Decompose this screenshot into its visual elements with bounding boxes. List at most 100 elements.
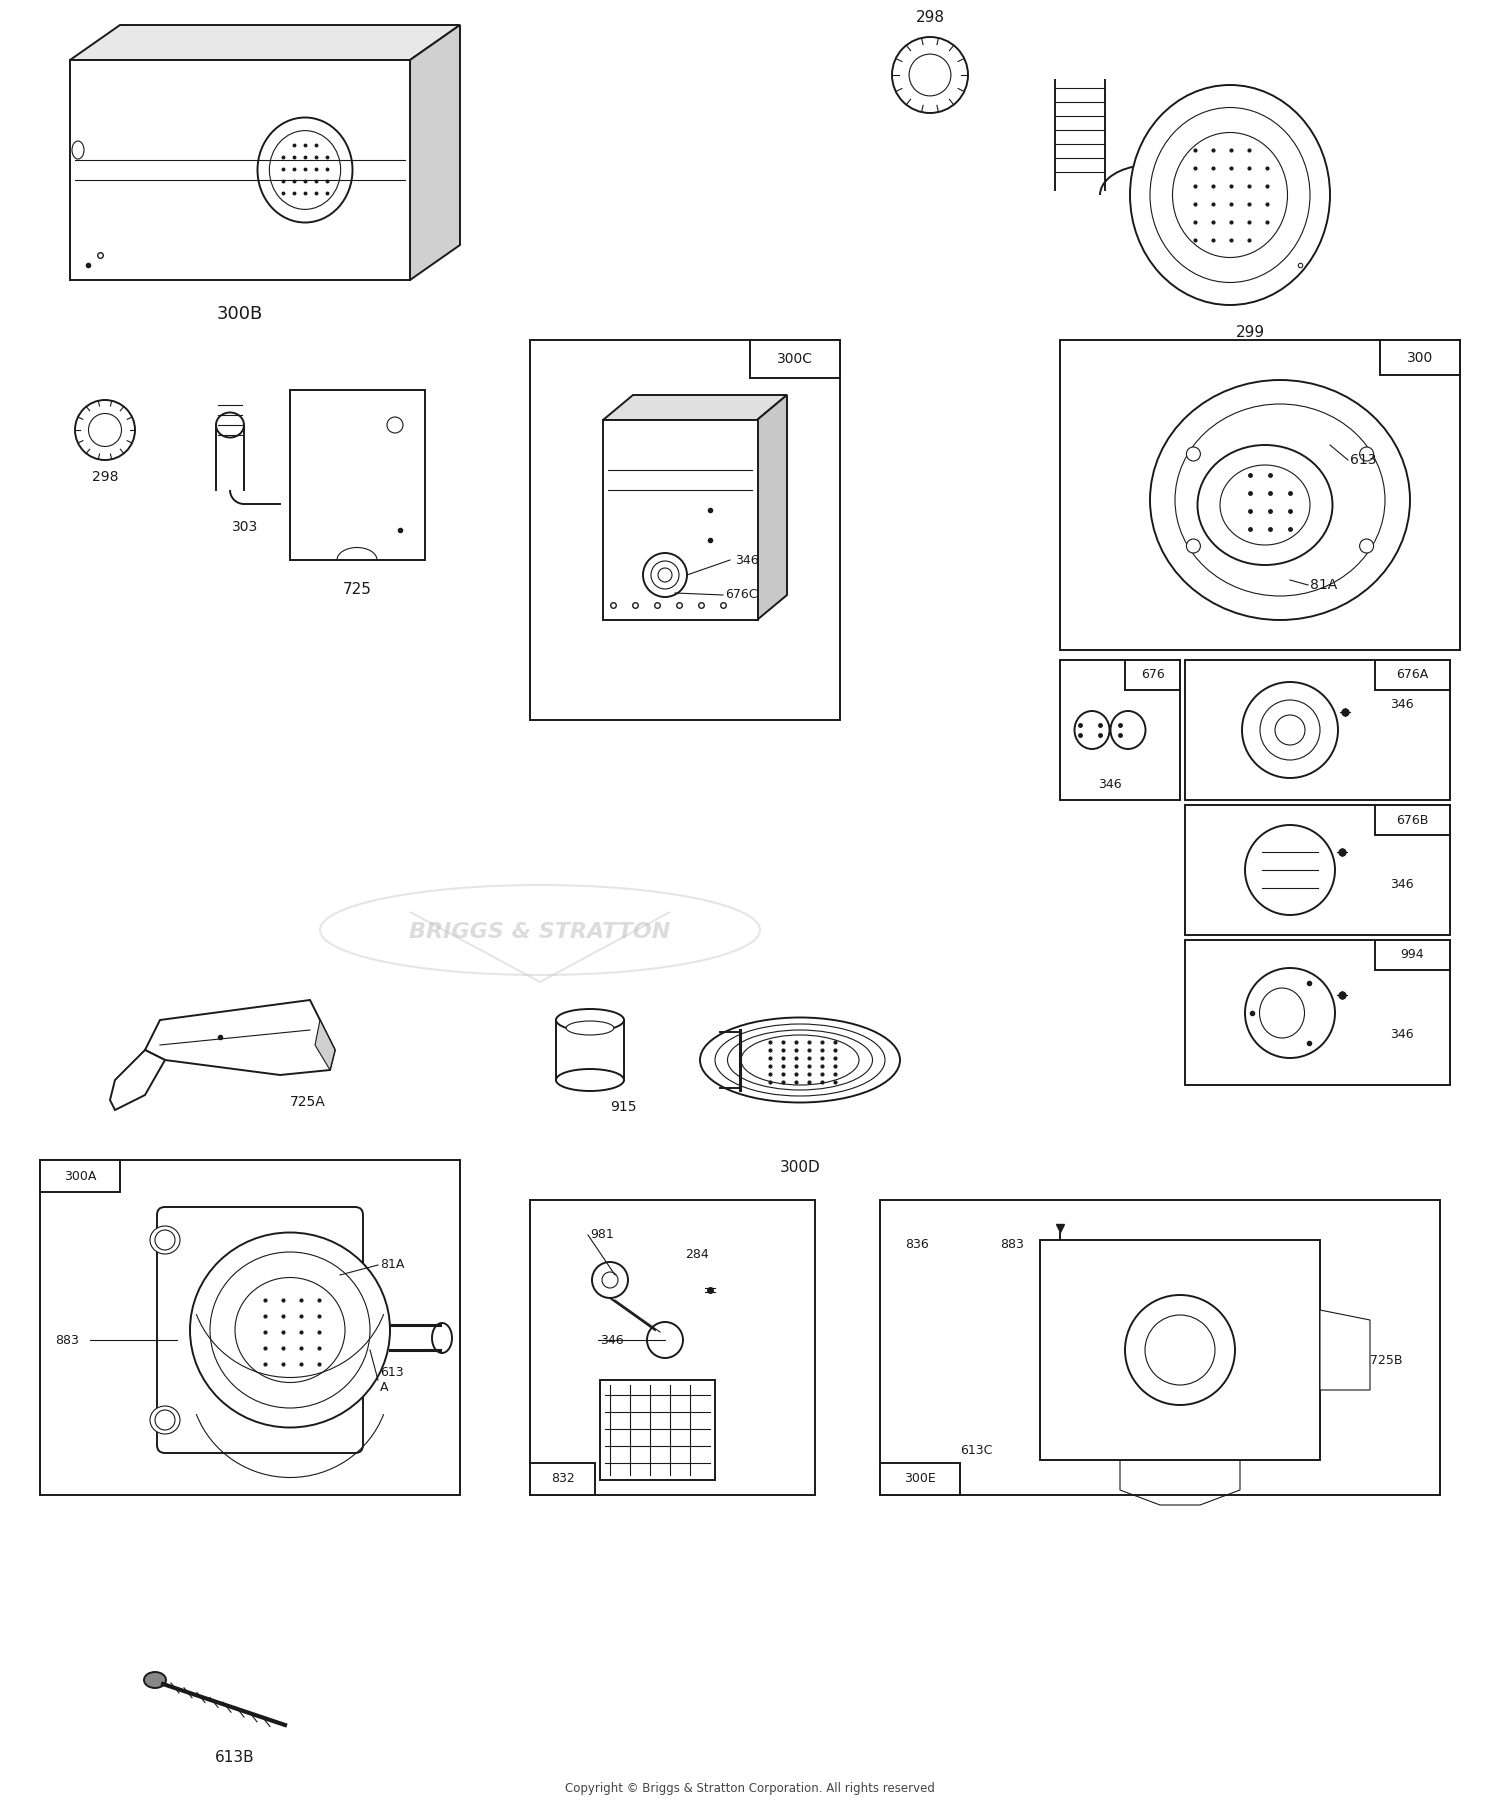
Text: 725B: 725B — [1370, 1354, 1402, 1366]
Ellipse shape — [258, 118, 352, 223]
Circle shape — [892, 36, 968, 112]
Bar — [1376, 805, 1450, 835]
Ellipse shape — [741, 1035, 860, 1085]
Ellipse shape — [1074, 710, 1110, 748]
Circle shape — [592, 1261, 628, 1297]
Bar — [1376, 660, 1450, 690]
Text: 725: 725 — [342, 582, 372, 596]
Polygon shape — [1320, 1310, 1370, 1390]
Bar — [530, 1462, 596, 1495]
Ellipse shape — [728, 1029, 873, 1091]
Text: 676A: 676A — [1396, 669, 1428, 681]
Text: 676B: 676B — [1396, 814, 1428, 826]
Polygon shape — [146, 1000, 334, 1075]
Ellipse shape — [144, 1672, 166, 1689]
Bar — [1185, 805, 1450, 935]
Text: 300C: 300C — [777, 352, 813, 366]
Polygon shape — [315, 1020, 334, 1071]
Bar — [1060, 341, 1460, 651]
Bar — [530, 1200, 815, 1495]
Text: 613C: 613C — [960, 1444, 993, 1457]
Circle shape — [1359, 448, 1374, 460]
Text: 300D: 300D — [780, 1160, 820, 1174]
Bar — [880, 1200, 1440, 1495]
Circle shape — [1186, 538, 1200, 553]
Text: 981: 981 — [590, 1229, 613, 1241]
Text: 613B: 613B — [214, 1750, 255, 1765]
Circle shape — [75, 400, 135, 460]
Bar — [750, 341, 840, 379]
Bar — [70, 60, 410, 281]
Text: 883: 883 — [1000, 1238, 1024, 1252]
Ellipse shape — [72, 141, 84, 159]
Ellipse shape — [566, 1020, 614, 1035]
Text: 676: 676 — [1140, 669, 1164, 681]
Circle shape — [1359, 538, 1374, 553]
Text: 883: 883 — [56, 1334, 80, 1346]
Ellipse shape — [1110, 710, 1146, 748]
Text: 346: 346 — [735, 553, 759, 567]
Circle shape — [1260, 699, 1320, 759]
Text: 346: 346 — [600, 1334, 624, 1346]
Ellipse shape — [150, 1406, 180, 1433]
Text: 915: 915 — [610, 1100, 636, 1114]
Ellipse shape — [210, 1252, 370, 1408]
Bar — [40, 1160, 460, 1495]
Bar — [290, 390, 424, 560]
Text: 832: 832 — [550, 1473, 574, 1486]
Bar — [1125, 660, 1180, 690]
Text: 81A: 81A — [380, 1259, 405, 1272]
Polygon shape — [410, 25, 460, 281]
Ellipse shape — [150, 1227, 180, 1254]
Circle shape — [154, 1230, 176, 1250]
Circle shape — [1144, 1316, 1215, 1384]
Text: 836: 836 — [904, 1238, 928, 1252]
Ellipse shape — [432, 1323, 451, 1354]
Ellipse shape — [556, 1009, 624, 1031]
Text: 303: 303 — [232, 520, 258, 535]
Text: 346: 346 — [1390, 1029, 1413, 1042]
Polygon shape — [110, 1049, 165, 1111]
Bar — [880, 1462, 960, 1495]
Ellipse shape — [270, 130, 340, 210]
Ellipse shape — [700, 1018, 900, 1102]
Text: 613
A: 613 A — [380, 1366, 404, 1393]
Circle shape — [1242, 681, 1338, 777]
Circle shape — [1125, 1296, 1234, 1404]
Bar — [1185, 940, 1450, 1085]
Text: 613: 613 — [1350, 453, 1377, 467]
Bar — [40, 1160, 120, 1192]
Ellipse shape — [1260, 988, 1305, 1038]
Circle shape — [1186, 448, 1200, 460]
Circle shape — [88, 413, 122, 446]
Circle shape — [909, 54, 951, 96]
Bar — [1380, 341, 1460, 375]
Bar — [1060, 660, 1180, 801]
Bar — [1185, 660, 1450, 801]
Polygon shape — [758, 395, 788, 620]
Polygon shape — [603, 395, 788, 420]
Ellipse shape — [190, 1232, 390, 1428]
Text: 284: 284 — [686, 1248, 708, 1261]
Polygon shape — [70, 25, 460, 60]
Circle shape — [154, 1410, 176, 1430]
Text: 300B: 300B — [217, 304, 262, 323]
Circle shape — [387, 417, 404, 433]
Bar — [1376, 940, 1450, 969]
Bar — [600, 1381, 716, 1480]
Text: 299: 299 — [1236, 324, 1264, 341]
Ellipse shape — [1150, 107, 1310, 283]
Circle shape — [1245, 968, 1335, 1058]
Circle shape — [1275, 716, 1305, 745]
Circle shape — [651, 562, 680, 589]
Text: 300E: 300E — [904, 1473, 936, 1486]
Circle shape — [602, 1272, 618, 1288]
Text: 300A: 300A — [64, 1169, 96, 1183]
Circle shape — [646, 1323, 682, 1357]
Ellipse shape — [216, 413, 244, 437]
Ellipse shape — [1150, 381, 1410, 620]
Ellipse shape — [1173, 132, 1287, 257]
Text: 994: 994 — [1401, 948, 1425, 962]
Ellipse shape — [1220, 466, 1310, 545]
Text: 725A: 725A — [290, 1094, 326, 1109]
